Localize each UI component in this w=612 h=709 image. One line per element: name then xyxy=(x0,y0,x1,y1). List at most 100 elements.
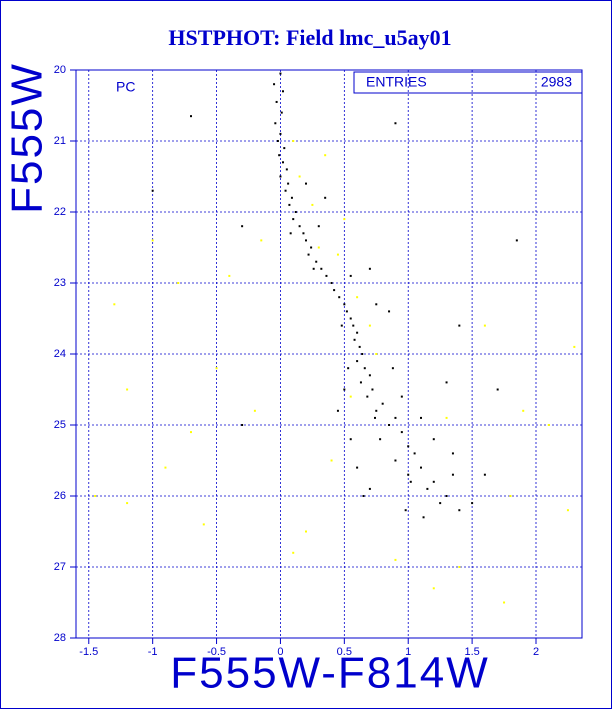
point xyxy=(374,416,376,419)
y-tick-label: 23 xyxy=(54,277,66,289)
point xyxy=(391,367,394,370)
point xyxy=(317,225,320,228)
point xyxy=(276,140,279,142)
point xyxy=(375,303,378,306)
point xyxy=(126,502,129,505)
point xyxy=(336,409,339,412)
point xyxy=(407,445,410,448)
point xyxy=(375,353,378,355)
point xyxy=(375,409,378,412)
point xyxy=(320,267,323,270)
point xyxy=(113,303,116,306)
point xyxy=(420,466,422,469)
point xyxy=(394,416,397,419)
point xyxy=(426,487,429,490)
point xyxy=(294,211,297,213)
point xyxy=(290,196,293,199)
point xyxy=(573,345,576,348)
point xyxy=(310,246,313,249)
y-tick-label: 25 xyxy=(54,419,66,431)
point xyxy=(347,367,350,370)
point xyxy=(515,239,518,242)
point xyxy=(388,424,391,426)
point xyxy=(305,530,307,533)
point xyxy=(371,388,374,391)
point xyxy=(368,324,371,327)
point xyxy=(356,466,359,469)
point xyxy=(394,122,397,125)
point xyxy=(333,289,336,292)
point xyxy=(503,601,506,604)
point xyxy=(349,395,352,398)
point xyxy=(325,274,328,277)
x-tick-label: 1.5 xyxy=(464,646,479,658)
point xyxy=(547,424,550,426)
x-axis-label: F555W-F814W xyxy=(170,649,490,698)
point xyxy=(274,122,277,125)
x-tick-label: -1 xyxy=(148,646,158,658)
point xyxy=(151,239,154,242)
point xyxy=(388,310,391,313)
chart-title: HSTPHOT: Field lmc_u5ay01 xyxy=(168,25,451,50)
point xyxy=(368,267,371,270)
point xyxy=(445,416,448,419)
point xyxy=(349,438,352,441)
point xyxy=(260,239,263,242)
y-tick-label: 27 xyxy=(54,561,66,573)
point xyxy=(283,147,286,150)
point xyxy=(400,431,403,434)
point xyxy=(289,232,292,235)
point xyxy=(151,189,154,192)
point xyxy=(356,331,359,334)
x-tick-label: 1 xyxy=(405,646,411,658)
point xyxy=(215,367,218,370)
point xyxy=(287,182,290,185)
point xyxy=(292,551,295,554)
point xyxy=(566,509,569,512)
y-tick-label: 28 xyxy=(54,632,66,644)
point xyxy=(340,324,343,327)
y-tick-label: 26 xyxy=(54,490,66,502)
point xyxy=(307,253,310,256)
point xyxy=(298,175,301,178)
point xyxy=(282,161,284,164)
point xyxy=(292,218,295,221)
point xyxy=(241,424,244,426)
point xyxy=(202,523,205,526)
point xyxy=(338,296,341,299)
point xyxy=(282,90,284,93)
point xyxy=(451,452,454,455)
point xyxy=(471,502,474,505)
point xyxy=(330,459,333,462)
point xyxy=(253,409,256,412)
point xyxy=(366,395,369,398)
point xyxy=(483,473,486,476)
point xyxy=(285,168,288,171)
point xyxy=(353,338,356,341)
point xyxy=(363,367,366,370)
point xyxy=(349,274,352,277)
point xyxy=(317,246,320,249)
point xyxy=(445,381,448,384)
point xyxy=(458,324,461,327)
point xyxy=(292,140,295,142)
point xyxy=(279,72,282,75)
point xyxy=(324,196,327,199)
point xyxy=(496,388,499,391)
point xyxy=(284,189,287,192)
point xyxy=(509,495,512,497)
point xyxy=(359,381,362,384)
point xyxy=(451,473,454,476)
point xyxy=(312,267,315,270)
stats-label: ENTRIES xyxy=(366,74,427,90)
point xyxy=(343,218,346,221)
point xyxy=(483,324,486,327)
point xyxy=(445,495,448,497)
point xyxy=(358,345,361,348)
x-tick-label: 0.5 xyxy=(337,646,352,658)
point xyxy=(379,438,382,441)
annotation: PC xyxy=(116,79,135,95)
point xyxy=(407,473,410,476)
point xyxy=(273,83,276,86)
